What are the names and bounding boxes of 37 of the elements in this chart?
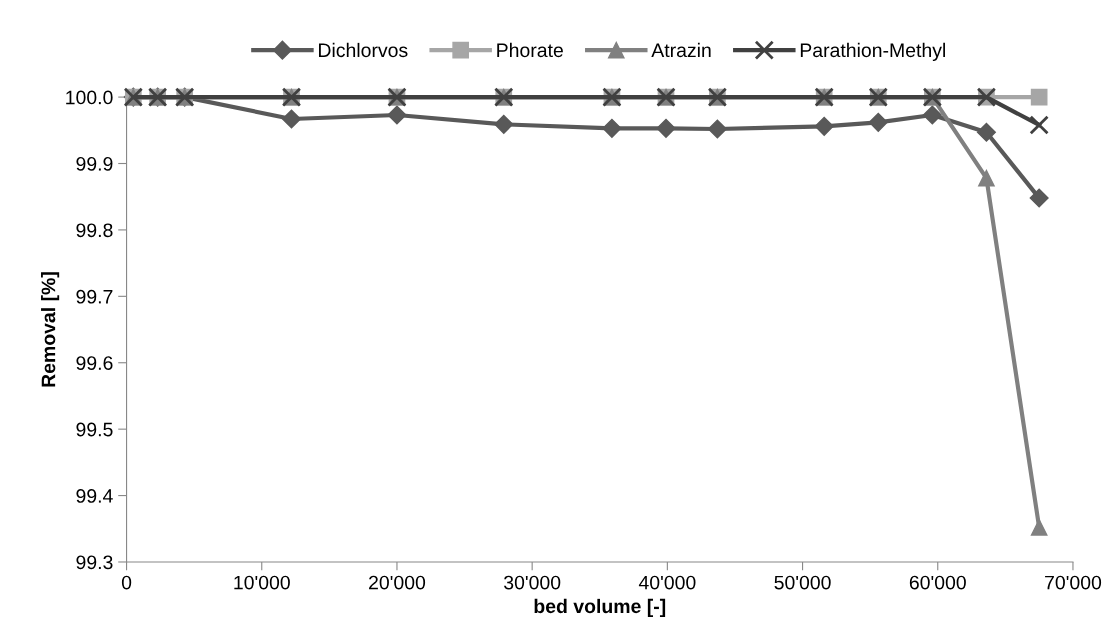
x-tick-label: 60'000 bbox=[909, 575, 966, 590]
y-tick-label: 99.3 bbox=[76, 555, 113, 570]
x-axis-title: bed volume [-] bbox=[534, 598, 666, 617]
x-tick-label: 70'000 bbox=[1045, 575, 1102, 590]
point bbox=[1029, 115, 1049, 135]
x-tick-label: 10'000 bbox=[234, 575, 290, 590]
point bbox=[602, 118, 622, 138]
x-tick-label: 40'000 bbox=[638, 575, 696, 590]
x-tick-label: 30'000 bbox=[504, 575, 561, 590]
x-tick-label: 20'000 bbox=[369, 575, 426, 590]
x-tick-label: 50'000 bbox=[774, 575, 831, 590]
point bbox=[656, 118, 676, 138]
y-tick-label: 99.9 bbox=[76, 156, 113, 171]
y-tick-label: 99.6 bbox=[76, 356, 113, 370]
point bbox=[978, 169, 995, 187]
point bbox=[707, 119, 727, 139]
y-tick-label: 99.7 bbox=[76, 289, 113, 304]
point bbox=[976, 122, 996, 142]
y-tick-label: 99.4 bbox=[76, 489, 113, 503]
point bbox=[1030, 88, 1048, 106]
point bbox=[1029, 188, 1049, 208]
legend-label: Atrazin bbox=[651, 42, 711, 58]
legend-label: Dichlorvos bbox=[319, 42, 408, 58]
x-tick-label: 0 bbox=[121, 575, 132, 590]
point bbox=[1030, 519, 1048, 536]
legend-label: Phorate bbox=[497, 42, 563, 58]
legend-label: Parathion-Methyl bbox=[800, 42, 945, 61]
y-tick-label: 99.8 bbox=[76, 223, 113, 238]
y-tick-label: 99.5 bbox=[76, 422, 113, 437]
point bbox=[281, 109, 302, 129]
point bbox=[387, 105, 407, 125]
point bbox=[494, 114, 514, 134]
point bbox=[814, 116, 834, 136]
y-axis-title: Removal [%] bbox=[41, 272, 60, 387]
point bbox=[922, 105, 942, 125]
point bbox=[868, 112, 888, 132]
y-tick-label: 100.0 bbox=[66, 90, 113, 105]
